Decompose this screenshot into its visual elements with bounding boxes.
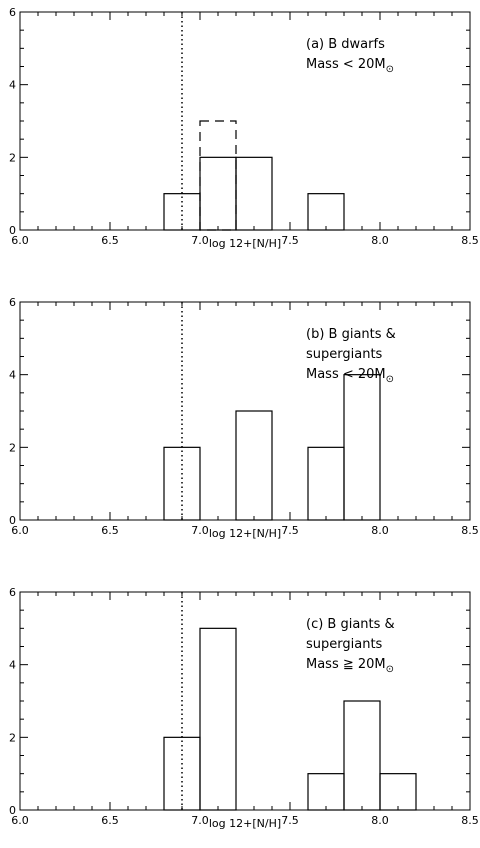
panel-a-mass-text: Mass < 20M	[306, 57, 386, 72]
panel-b-y-tick-label: 2	[9, 441, 16, 454]
panel-a-x-axis-label: log 12+[N/H]	[209, 237, 281, 250]
panel-b-x-tick-label: 6.5	[101, 524, 119, 537]
panel-a-x-tick-label: 8.5	[461, 234, 479, 247]
panel-c-y-tick-label: 4	[9, 659, 16, 672]
panel-a-annotation-mass: Mass < 20M⊙	[306, 57, 394, 75]
panel-c-x-axis-label: log 12+[N/H]	[209, 817, 281, 830]
panel-c-solar-symbol: ⊙	[386, 664, 394, 675]
panel-c-x-tick-label: 7.0	[191, 814, 209, 827]
panel-b-x-axis-label: log 12+[N/H]	[209, 527, 281, 540]
panel-c-x-tick-label: 8.0	[371, 814, 389, 827]
panel-c-plot-frame	[19, 591, 471, 811]
panel-c-y-tick-label: 2	[9, 731, 16, 744]
panel-a-x-tick-label: 6.0	[11, 234, 29, 247]
panel-a-x-tick-label: 7.5	[281, 234, 299, 247]
panel-c-x-tick-label: 7.5	[281, 814, 299, 827]
panel-c-histogram-bar	[199, 627, 237, 811]
panel-b-y-tick-label: 6	[9, 296, 16, 309]
panel-a-x-tick-label: 7.0	[191, 234, 209, 247]
panel-b-x-tick-label: 6.0	[11, 524, 29, 537]
panel-c-x-tick-label: 6.0	[11, 814, 29, 827]
panel-a-histogram-bar	[235, 156, 273, 231]
panel-b-mass-text: Mass < 20M	[306, 367, 386, 382]
panel-c-y-tick-label: 6	[9, 586, 16, 599]
panel-b-x-tick-label: 7.5	[281, 524, 299, 537]
panel-b-annotation-mass: Mass < 20M⊙	[306, 367, 394, 385]
panel-a-dashed-histogram-bar	[199, 120, 237, 231]
panel-a-y-tick-label: 6	[9, 6, 16, 19]
panel-a-annotation-line-1: (a) B dwarfs	[306, 37, 385, 52]
panel-c-histogram-bar	[307, 773, 345, 811]
panel-b-x-tick-label: 8.5	[461, 524, 479, 537]
panel-c-y-tick-label: 0	[9, 804, 16, 817]
panel-a-y-tick-label: 2	[9, 151, 16, 164]
panel-c-histogram-bar	[343, 700, 381, 811]
panel-b-histogram-bar	[307, 446, 345, 521]
panel-b-solar-symbol: ⊙	[386, 374, 394, 385]
panel-b-annotation-line-1: (b) B giants &	[306, 327, 396, 342]
panel-a-histogram-bar	[307, 193, 345, 231]
panel-a-plot-frame	[19, 11, 471, 231]
panel-a-solar-symbol: ⊙	[386, 64, 394, 75]
panel-a-histogram-bar	[199, 156, 237, 231]
panel-c-x-tick-label: 8.5	[461, 814, 479, 827]
panel-c-annotation-line-1: (c) B giants &	[306, 617, 395, 632]
panel-b-histogram-bar	[163, 446, 201, 521]
panel-c-histogram-bar	[379, 773, 417, 811]
panel-b-y-tick-label: 0	[9, 514, 16, 527]
panel-c-annotation-line-2: supergiants	[306, 637, 383, 652]
panel-b-x-tick-label: 7.0	[191, 524, 209, 537]
panel-b-histogram-bar	[343, 374, 381, 521]
panel-b-x-tick-label: 8.0	[371, 524, 389, 537]
panel-b-histogram-bar	[235, 410, 273, 521]
panel-a-x-tick-label: 8.0	[371, 234, 389, 247]
panel-c-x-tick-label: 6.5	[101, 814, 119, 827]
panel-a-y-tick-label: 4	[9, 79, 16, 92]
panel-c-annotation-mass: Mass ≧ 20M⊙	[306, 657, 394, 675]
panel-a-y-tick-label: 0	[9, 224, 16, 237]
panel-b-annotation-line-2: supergiants	[306, 347, 383, 362]
panel-b-y-tick-label: 4	[9, 369, 16, 382]
panel-a-x-tick-label: 6.5	[101, 234, 119, 247]
panel-c-mass-text: Mass ≧ 20M	[306, 657, 386, 672]
